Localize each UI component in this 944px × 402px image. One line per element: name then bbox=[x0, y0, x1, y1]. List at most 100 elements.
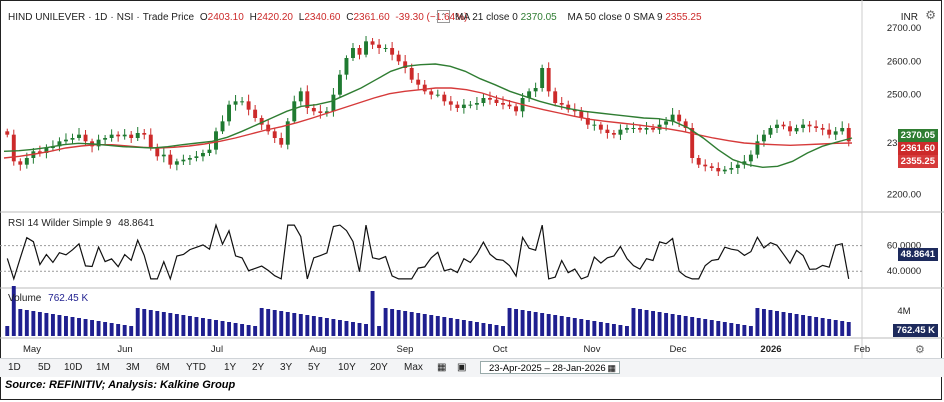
reset-view-icon[interactable]: ⚙ bbox=[915, 344, 925, 356]
volume-bar bbox=[690, 317, 695, 336]
ma21-label[interactable]: MA 21 close 0 bbox=[455, 12, 518, 23]
range-button-3m[interactable]: 3M bbox=[126, 362, 140, 373]
candle-body bbox=[533, 88, 538, 92]
candle-body bbox=[527, 91, 532, 98]
range-toolbar: 23-Apr-2025 – 28-Jan-2026 ▦ ▦ ▣ 1D 5D 10D 1… bbox=[0, 358, 944, 377]
volume-bar bbox=[331, 319, 336, 336]
candle-body bbox=[624, 128, 629, 130]
candle-body bbox=[494, 99, 499, 103]
date-range-box[interactable]: 23-Apr-2025 – 28-Jan-2026 ▦ bbox=[480, 361, 620, 374]
range-button-1d[interactable]: 1D bbox=[8, 362, 21, 373]
volume-bar bbox=[142, 309, 147, 336]
calendar-icon[interactable]: ▦ bbox=[607, 363, 616, 373]
chart-canvas[interactable]: 2700.002600.002500.002354.862200.0060.00… bbox=[0, 0, 944, 360]
volume-label[interactable]: Volume bbox=[8, 293, 42, 304]
volume-bar bbox=[768, 310, 773, 336]
range-button-1y[interactable]: 1Y bbox=[224, 362, 237, 373]
volume-bar bbox=[240, 324, 245, 336]
rsi-label[interactable]: RSI 14 Wilder Simple 9 bbox=[8, 218, 112, 229]
range-button-ytd[interactable]: YTD bbox=[186, 362, 206, 373]
volume-bar bbox=[285, 312, 290, 336]
candle-body bbox=[481, 98, 486, 103]
candle-body bbox=[631, 128, 636, 129]
l-key: L bbox=[298, 12, 305, 23]
range-button-5d[interactable]: 5D bbox=[38, 362, 51, 373]
volume-bar bbox=[116, 324, 121, 336]
symbol-label[interactable]: HIND UNILEVER bbox=[8, 12, 86, 23]
volume-bar bbox=[827, 319, 832, 336]
volume-bar bbox=[214, 320, 218, 336]
candle-body bbox=[364, 41, 368, 55]
volume-bar bbox=[357, 323, 362, 336]
volume-bar bbox=[396, 310, 401, 336]
volume-bar bbox=[207, 319, 212, 336]
volume-bar bbox=[253, 326, 258, 336]
candle-body bbox=[416, 79, 421, 85]
candle-body bbox=[638, 128, 642, 130]
interval-label[interactable]: 1D bbox=[94, 12, 108, 23]
volume-bar bbox=[801, 315, 806, 336]
compare-icon[interactable]: ▦ bbox=[437, 362, 447, 373]
volume-bar bbox=[390, 309, 395, 336]
candle-body bbox=[546, 68, 551, 92]
candle-body bbox=[729, 168, 734, 170]
range-button-1m[interactable]: 1M bbox=[96, 362, 110, 373]
volume-bar bbox=[96, 321, 101, 336]
calendar-picker-icon[interactable]: ▣ bbox=[457, 362, 467, 373]
candle-body bbox=[351, 48, 355, 58]
ma21-price-badge: 2370.05 bbox=[897, 129, 938, 142]
candle-body bbox=[572, 109, 577, 112]
range-button-20y[interactable]: 20Y bbox=[370, 362, 388, 373]
candle-body bbox=[442, 94, 447, 102]
ma50-label[interactable]: MA 50 close 0 SMA 9 bbox=[567, 12, 663, 23]
candle-body bbox=[253, 109, 258, 118]
candle-body bbox=[488, 98, 492, 100]
c-key: C bbox=[346, 12, 354, 23]
price-type-label: Trade Price bbox=[142, 12, 195, 23]
volume-bar bbox=[148, 310, 153, 336]
volume-bar bbox=[781, 312, 786, 336]
volume-bar bbox=[651, 311, 656, 336]
volume-bar bbox=[64, 316, 68, 336]
volume-bar bbox=[520, 310, 525, 336]
exchange-label: NSI bbox=[116, 12, 134, 23]
range-button-10d[interactable]: 10D bbox=[64, 362, 83, 373]
range-button-3y[interactable]: 3Y bbox=[280, 362, 293, 373]
volume-bar bbox=[501, 326, 505, 336]
range-button-max[interactable]: Max bbox=[404, 362, 423, 373]
candle-body bbox=[598, 124, 603, 130]
volume-bar bbox=[246, 325, 251, 336]
volume-bar bbox=[833, 320, 838, 336]
volume-bar bbox=[377, 326, 382, 336]
candle-body bbox=[37, 151, 42, 153]
volume-bar bbox=[129, 326, 134, 336]
volume-bar bbox=[435, 316, 440, 336]
volume-bar bbox=[5, 326, 10, 336]
candle-body bbox=[11, 134, 16, 162]
range-button-10y[interactable]: 10Y bbox=[338, 362, 356, 373]
candle-body bbox=[670, 114, 675, 122]
currency-label: INR bbox=[900, 12, 918, 23]
volume-bar bbox=[364, 324, 368, 336]
candle-body bbox=[579, 111, 584, 118]
collapse-legend-icon[interactable]: ⌃ bbox=[437, 10, 450, 23]
candle-body bbox=[396, 54, 401, 62]
volume-bar bbox=[220, 321, 225, 336]
volume-bar bbox=[168, 313, 173, 336]
volume-bar bbox=[794, 314, 799, 336]
volume-bar bbox=[624, 326, 629, 336]
ma50-value: 2355.25 bbox=[665, 12, 702, 23]
candle-body bbox=[390, 48, 395, 55]
candle-body bbox=[70, 138, 75, 140]
range-button-6m[interactable]: 6M bbox=[156, 362, 170, 373]
volume-bar bbox=[461, 320, 466, 336]
volume-badge: 762.45 K bbox=[893, 324, 938, 337]
candle-body bbox=[507, 104, 512, 107]
candle-body bbox=[148, 134, 153, 148]
settings-icon[interactable]: ⚙ bbox=[925, 8, 936, 22]
time-axis-label: May bbox=[23, 344, 41, 355]
range-button-5y[interactable]: 5Y bbox=[308, 362, 321, 373]
volume-bar bbox=[161, 312, 166, 336]
range-button-2y[interactable]: 2Y bbox=[252, 362, 265, 373]
